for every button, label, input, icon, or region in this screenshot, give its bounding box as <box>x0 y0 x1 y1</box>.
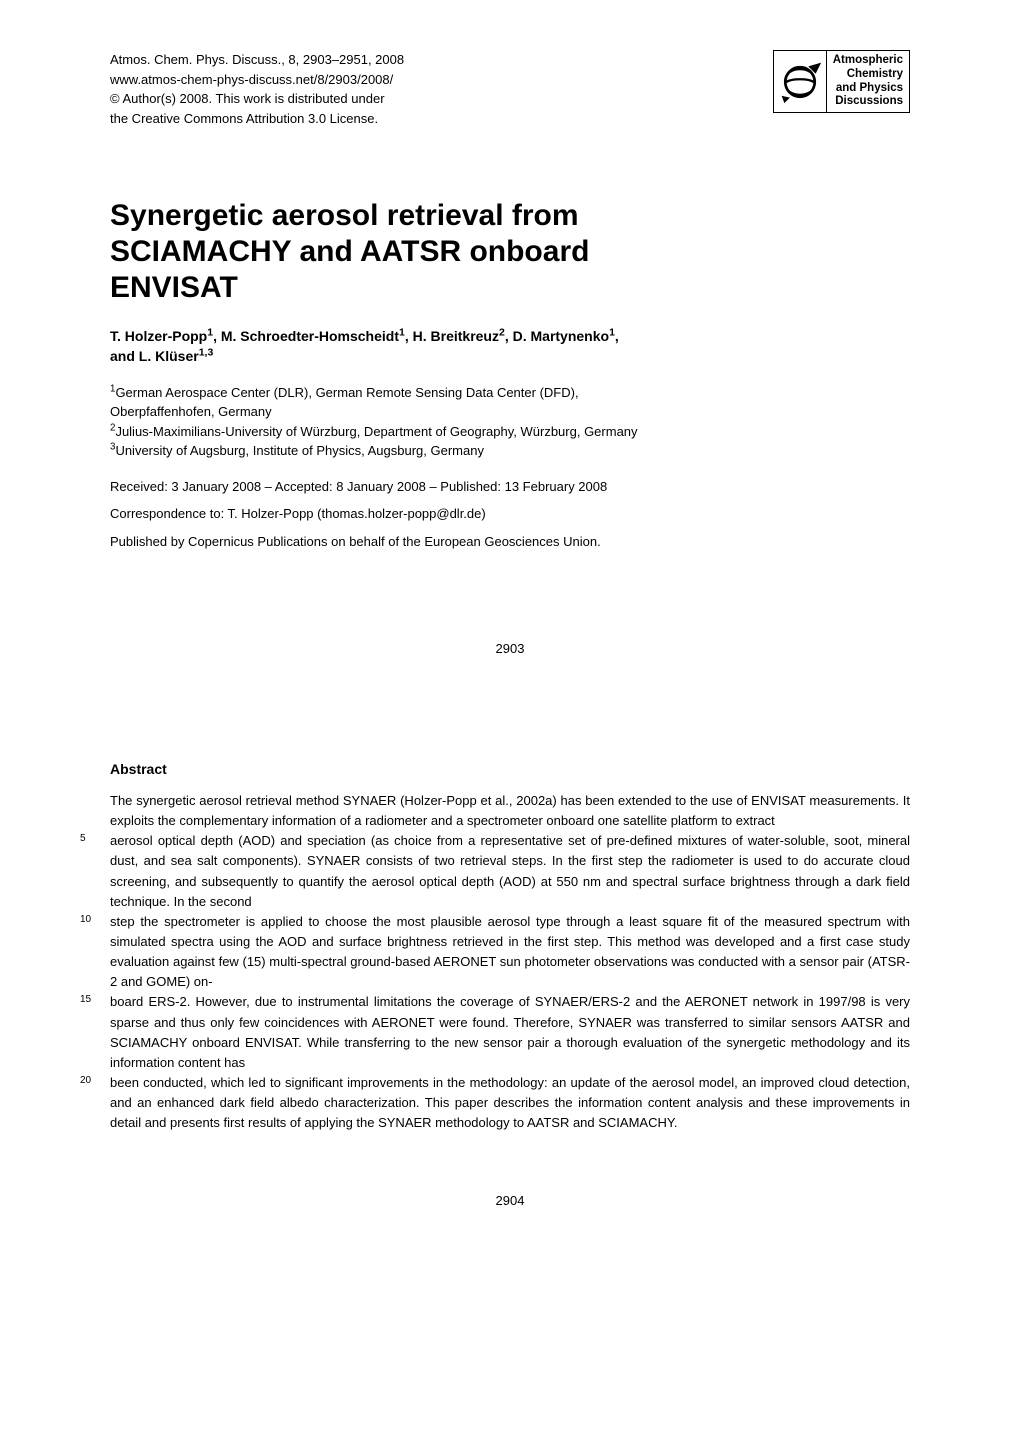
author-2: M. Schroedter-Homscheidt <box>221 328 399 344</box>
author-4-affil: 1 <box>609 326 615 338</box>
author-1-affil: 1 <box>207 326 213 338</box>
abstract-text-3: step the spectrometer is applied to choo… <box>110 914 910 989</box>
copyright-line: © Author(s) 2008. This work is distribut… <box>110 89 404 109</box>
license-line: the Creative Commons Attribution 3.0 Lic… <box>110 109 404 129</box>
abstract-text-1: The synergetic aerosol retrieval method … <box>110 793 910 828</box>
line-number-20: 20 <box>80 1073 91 1089</box>
journal-url: www.atmos-chem-phys-discuss.net/8/2903/2… <box>110 70 404 90</box>
page-number-1: 2903 <box>110 641 910 656</box>
title-line-2: SCIAMACHY and AATSR onboard <box>110 235 589 268</box>
affil-1-text-b: Oberpfaffenhofen, Germany <box>110 404 272 419</box>
abstract-text-5: been conducted, which led to significant… <box>110 1075 910 1130</box>
affil-3-text: University of Augsburg, Institute of Phy… <box>115 443 484 458</box>
author-1: T. Holzer-Popp <box>110 328 207 344</box>
title-line-3: ENVISAT <box>110 271 238 304</box>
abstract-para-5: 20 been conducted, which led to signific… <box>110 1073 910 1133</box>
title-line-1: Synergetic aerosol retrieval from <box>110 199 579 232</box>
affiliation-1: 1German Aerospace Center (DLR), German R… <box>110 383 910 422</box>
journal-citation: Atmos. Chem. Phys. Discuss., 8, 2903–295… <box>110 50 404 70</box>
abstract-para-2: 5 aerosol optical depth (AOD) and specia… <box>110 831 910 912</box>
logo-line-4: Discussions <box>833 95 903 109</box>
logo-line-2: Chemistry <box>833 68 903 82</box>
page-number-2: 2904 <box>110 1193 910 1208</box>
line-number-5: 5 <box>80 831 86 847</box>
globe-swirl-icon <box>774 51 826 112</box>
line-number-15: 15 <box>80 992 91 1008</box>
correspondence-line: Correspondence to: T. Holzer-Popp (thoma… <box>110 504 910 524</box>
abstract-para-4: 15 board ERS-2. However, due to instrume… <box>110 992 910 1073</box>
affil-1-text-a: German Aerospace Center (DLR), German Re… <box>115 385 578 400</box>
affiliation-2: 2Julius-Maximilians-University of Würzbu… <box>110 422 910 442</box>
abstract-para-3: 10 step the spectrometer is applied to c… <box>110 912 910 993</box>
author-4: D. Martynenko <box>513 328 609 344</box>
abstract-heading: Abstract <box>110 761 910 777</box>
header-row: Atmos. Chem. Phys. Discuss., 8, 2903–295… <box>110 50 910 128</box>
author-5: and L. Klüser <box>110 348 199 364</box>
journal-logo-text: Atmospheric Chemistry and Physics Discus… <box>826 51 909 112</box>
abstract-body: The synergetic aerosol retrieval method … <box>110 791 910 1133</box>
abstract-text-4: board ERS-2. However, due to instrumenta… <box>110 994 910 1069</box>
logo-line-1: Atmospheric <box>833 54 903 68</box>
logo-line-3: and Physics <box>833 82 903 96</box>
author-3-affil: 2 <box>499 326 505 338</box>
abstract-para-1: The synergetic aerosol retrieval method … <box>110 791 910 831</box>
paper-title: Synergetic aerosol retrieval from SCIAMA… <box>110 198 910 306</box>
author-5-affil: 1,3 <box>199 347 214 359</box>
published-by-line: Published by Copernicus Publications on … <box>110 532 910 552</box>
page-1: Atmos. Chem. Phys. Discuss., 8, 2903–295… <box>0 0 1020 721</box>
line-number-10: 10 <box>80 912 91 928</box>
header-citation-block: Atmos. Chem. Phys. Discuss., 8, 2903–295… <box>110 50 404 128</box>
journal-logo: Atmospheric Chemistry and Physics Discus… <box>773 50 910 113</box>
abstract-text-2: aerosol optical depth (AOD) and speciati… <box>110 833 910 908</box>
author-2-affil: 1 <box>399 326 405 338</box>
author-3: H. Breitkreuz <box>413 328 499 344</box>
affiliation-3: 3University of Augsburg, Institute of Ph… <box>110 441 910 461</box>
affil-2-text: Julius-Maximilians-University of Würzbur… <box>115 424 637 439</box>
page-2: Abstract The synergetic aerosol retrieva… <box>0 721 1020 1442</box>
dates-line: Received: 3 January 2008 – Accepted: 8 J… <box>110 477 910 497</box>
author-list: T. Holzer-Popp1, M. Schroedter-Homscheid… <box>110 326 910 367</box>
affiliations-block: 1German Aerospace Center (DLR), German R… <box>110 383 910 461</box>
